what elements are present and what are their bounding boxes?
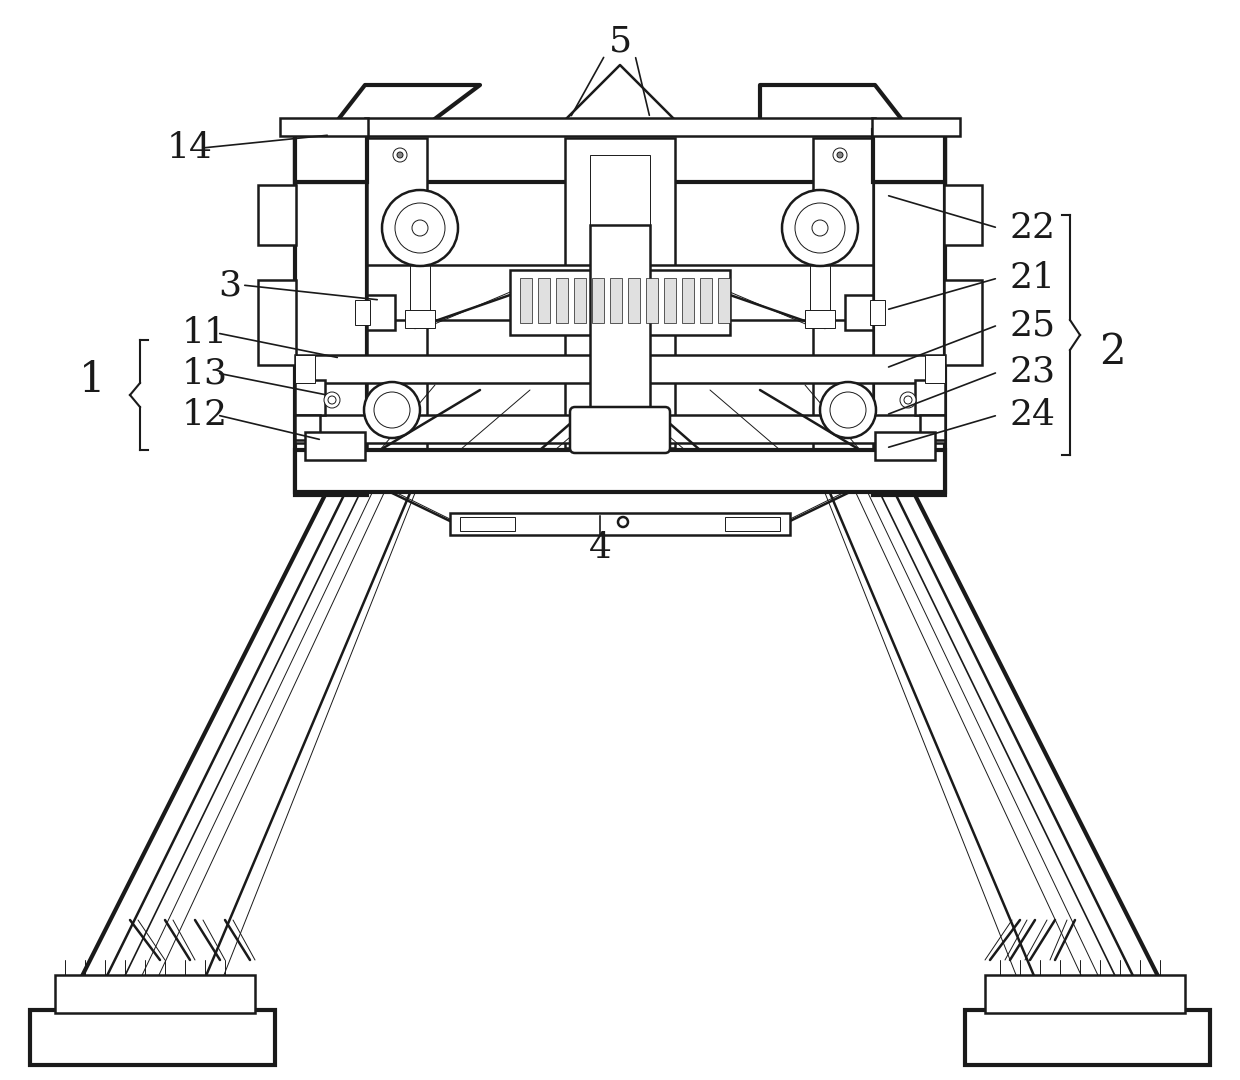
Bar bbox=[367, 138, 427, 478]
Text: 12: 12 bbox=[182, 399, 228, 432]
Bar bbox=[520, 278, 532, 323]
Circle shape bbox=[365, 382, 420, 438]
Bar bbox=[875, 432, 935, 460]
Bar bbox=[682, 278, 694, 323]
Circle shape bbox=[397, 152, 403, 158]
Bar bbox=[944, 185, 982, 245]
Bar bbox=[725, 517, 780, 531]
Text: 22: 22 bbox=[1011, 211, 1056, 245]
Bar bbox=[813, 138, 873, 478]
Bar bbox=[450, 513, 790, 535]
Circle shape bbox=[833, 148, 847, 162]
Bar bbox=[280, 118, 368, 136]
Bar bbox=[305, 432, 365, 460]
Bar bbox=[295, 415, 320, 440]
Bar bbox=[295, 415, 945, 443]
Bar bbox=[701, 278, 712, 323]
Bar bbox=[590, 156, 650, 395]
Circle shape bbox=[900, 392, 916, 408]
Text: 21: 21 bbox=[1011, 261, 1056, 295]
Circle shape bbox=[329, 396, 336, 404]
Text: 5: 5 bbox=[609, 25, 631, 59]
Bar bbox=[295, 130, 945, 183]
Bar bbox=[591, 278, 604, 323]
Circle shape bbox=[904, 396, 911, 404]
Bar bbox=[258, 185, 296, 245]
Bar bbox=[985, 975, 1185, 1013]
Bar bbox=[295, 355, 315, 383]
Circle shape bbox=[837, 152, 843, 158]
Bar bbox=[610, 278, 622, 323]
Text: 11: 11 bbox=[182, 316, 228, 350]
Bar bbox=[925, 355, 945, 383]
Bar bbox=[565, 138, 675, 448]
Bar bbox=[55, 975, 255, 1013]
Bar bbox=[870, 300, 885, 325]
Circle shape bbox=[830, 392, 866, 428]
Text: 2: 2 bbox=[1099, 330, 1126, 373]
Circle shape bbox=[324, 392, 340, 408]
Bar bbox=[646, 278, 658, 323]
Bar bbox=[915, 380, 945, 415]
Circle shape bbox=[795, 203, 844, 253]
Circle shape bbox=[396, 203, 445, 253]
Text: 3: 3 bbox=[218, 268, 242, 302]
Bar bbox=[574, 278, 587, 323]
Circle shape bbox=[618, 517, 627, 527]
Bar bbox=[844, 295, 873, 330]
Circle shape bbox=[812, 220, 828, 237]
Circle shape bbox=[820, 382, 875, 438]
Text: 13: 13 bbox=[182, 356, 228, 390]
Bar bbox=[30, 1010, 275, 1065]
Bar bbox=[965, 1010, 1210, 1065]
Text: 25: 25 bbox=[1011, 308, 1056, 342]
Bar bbox=[367, 295, 396, 330]
Circle shape bbox=[782, 190, 858, 266]
Circle shape bbox=[374, 392, 410, 428]
Circle shape bbox=[393, 148, 407, 162]
FancyBboxPatch shape bbox=[570, 407, 670, 453]
Circle shape bbox=[412, 220, 428, 237]
Bar bbox=[405, 310, 435, 328]
Polygon shape bbox=[760, 85, 910, 130]
Bar bbox=[805, 310, 835, 328]
Bar bbox=[295, 380, 325, 415]
Text: 23: 23 bbox=[1011, 355, 1056, 389]
Polygon shape bbox=[330, 85, 480, 130]
Bar bbox=[295, 130, 367, 495]
Bar bbox=[367, 265, 873, 320]
Bar bbox=[355, 300, 370, 325]
Bar bbox=[365, 118, 875, 136]
Text: 4: 4 bbox=[589, 531, 611, 565]
Bar bbox=[873, 130, 945, 183]
Bar bbox=[510, 270, 730, 335]
Text: 1: 1 bbox=[79, 359, 105, 401]
Bar bbox=[663, 278, 676, 323]
Bar bbox=[872, 118, 960, 136]
Bar bbox=[295, 130, 367, 183]
Circle shape bbox=[382, 190, 458, 266]
Bar bbox=[538, 278, 551, 323]
Text: 14: 14 bbox=[167, 131, 213, 165]
Text: 24: 24 bbox=[1011, 399, 1056, 432]
Bar bbox=[944, 280, 982, 365]
Bar bbox=[627, 278, 640, 323]
Bar bbox=[590, 225, 650, 426]
Bar bbox=[295, 355, 945, 383]
Bar bbox=[295, 450, 945, 492]
Bar bbox=[556, 278, 568, 323]
Bar bbox=[460, 517, 515, 531]
Bar bbox=[718, 278, 730, 323]
Bar bbox=[258, 280, 296, 365]
Bar bbox=[873, 130, 945, 495]
Bar bbox=[920, 415, 945, 440]
Polygon shape bbox=[556, 65, 684, 130]
